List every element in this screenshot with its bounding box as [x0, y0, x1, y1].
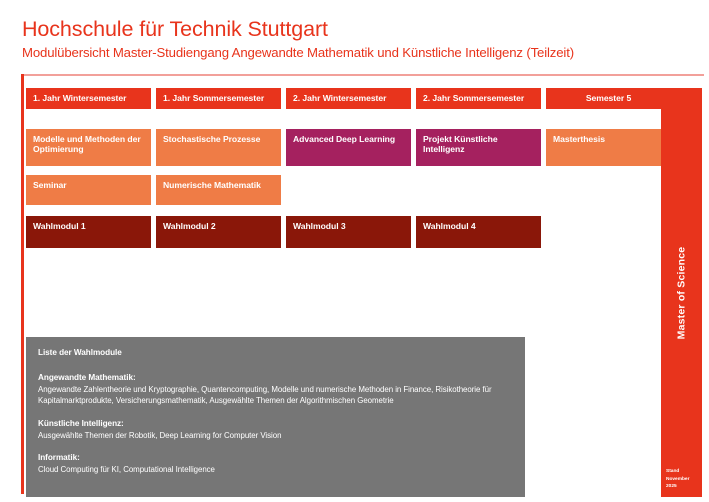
header-divider [21, 74, 704, 76]
elective-modules-panel: Liste der Wahlmodule Angewandte Mathemat… [26, 337, 525, 497]
elective-group-heading: Angewandte Mathematik: [38, 372, 136, 382]
module-box-wahlmodul-2[interactable]: Wahlmodul 2 [156, 216, 281, 248]
module-box-wahlmodul-3[interactable]: Wahlmodul 3 [286, 216, 411, 248]
elective-group-heading: Künstliche Intelligenz: [38, 418, 124, 428]
module-box-wahlmodul-1[interactable]: Wahlmodul 1 [26, 216, 151, 248]
semester-header-5: Semester 5 [546, 88, 671, 109]
module-box-numerische[interactable]: Numerische Mathematik [156, 175, 281, 205]
revision-stamp-line-1: Stand [666, 469, 680, 475]
elective-group-heading: Informatik: [38, 453, 80, 463]
module-box-optimierung[interactable]: Modelle und Methoden der Optimierung [26, 129, 151, 166]
degree-label-text: Master of Science [675, 246, 688, 339]
semester-grid: 1. Jahr Wintersemester 1. Jahr Sommersem… [26, 88, 671, 258]
elective-group-body: Angewandte Zahlentheorie und Kryptograph… [38, 384, 492, 406]
revision-stamp-line-2: November [666, 476, 690, 482]
elective-group-kuenstliche-intelligenz: Künstliche Intelligenz: Ausgewählte Them… [38, 418, 513, 441]
revision-stamp: Stand November 2025 [666, 468, 700, 490]
semester-header-1: 1. Jahr Wintersemester [26, 88, 151, 109]
page-subtitle: Modulübersicht Master-Studiengang Angewa… [22, 45, 574, 60]
elective-list-title: Liste der Wahlmodule [38, 348, 122, 357]
module-box-seminar[interactable]: Seminar [26, 175, 151, 205]
module-box-projekt-ki[interactable]: Projekt Künstliche Intelligenz [416, 129, 541, 166]
elective-group-informatik: Informatik: Cloud Computing für KI, Comp… [38, 452, 513, 475]
module-box-advanced-deep-learning[interactable]: Advanced Deep Learning [286, 129, 411, 166]
page-title: Hochschule für Technik Stuttgart [22, 17, 328, 41]
elective-group-body: Cloud Computing für KI, Computational In… [38, 464, 215, 474]
semester-header-4: 2. Jahr Sommersemester [416, 88, 541, 109]
module-box-stochastische[interactable]: Stochastische Prozesse [156, 129, 281, 166]
revision-stamp-line-3: 2025 [666, 483, 677, 489]
module-row-2: Seminar Numerische Mathematik [26, 175, 656, 205]
module-box-masterthesis[interactable]: Masterthesis [546, 129, 671, 166]
semester-header-3: 2. Jahr Wintersemester [286, 88, 411, 109]
left-accent-bar [21, 74, 24, 494]
degree-label-rotated: Master of Science [661, 88, 702, 497]
elective-group-body: Ausgewählte Themen der Robotik, Deep Lea… [38, 430, 282, 440]
module-row-1: Modelle und Methoden der Optimierung Sto… [26, 129, 671, 166]
elective-group-angewandte-mathematik: Angewandte Mathematik: Angewandte Zahlen… [38, 372, 513, 407]
semester-header-2: 1. Jahr Sommersemester [156, 88, 281, 109]
degree-sidebar: Master of Science Stand November 2025 [661, 88, 702, 497]
module-box-wahlmodul-4[interactable]: Wahlmodul 4 [416, 216, 541, 248]
module-row-wahlmodule: Wahlmodul 1 Wahlmodul 2 Wahlmodul 3 Wahl… [26, 216, 656, 248]
semester-header-row: 1. Jahr Wintersemester 1. Jahr Sommersem… [26, 88, 671, 109]
